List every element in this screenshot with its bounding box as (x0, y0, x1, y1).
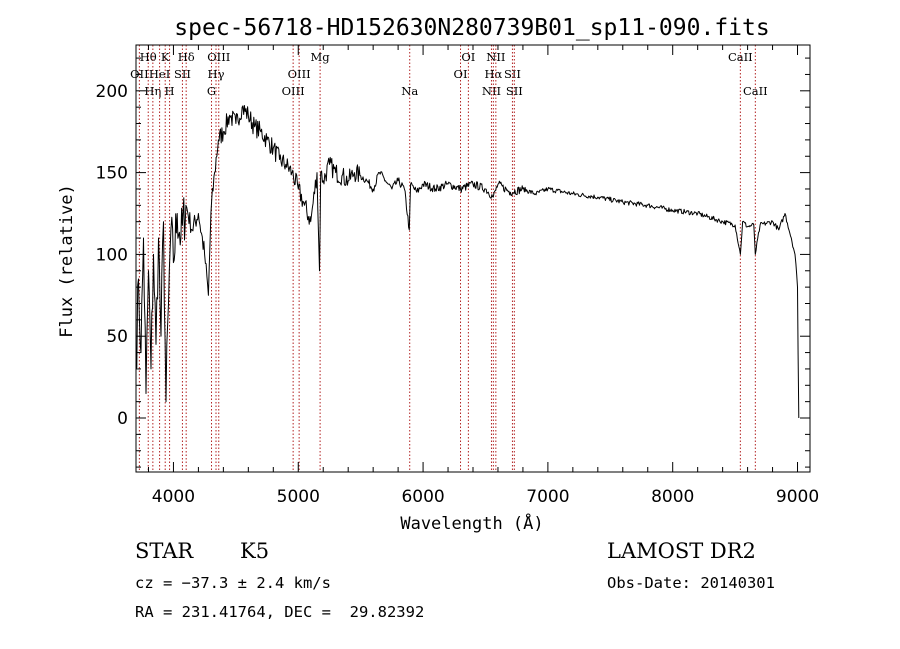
spectral-line-label: OIII (207, 50, 230, 64)
plot-frame (135, 44, 811, 473)
spectral-line-label: NII (486, 50, 505, 64)
spectral-line-label: Hδ (178, 50, 195, 64)
coordinates: RA = 231.41764, DEC = 29.82392 (135, 603, 425, 621)
y-tick-label: 0 (117, 409, 128, 429)
y-axis-title: Flux (relative) (57, 184, 77, 338)
survey-name: LAMOST DR2 (607, 539, 756, 563)
y-tick-label: 50 (106, 327, 128, 347)
spectral-line-label: SII (504, 67, 521, 81)
object-subclass: K5 (240, 539, 270, 563)
spectral-line-label: OIII (288, 67, 311, 81)
spectral-line-label: Mg (311, 50, 331, 64)
spectral-line-label: Hα (484, 67, 502, 81)
x-tick-label: 7000 (526, 487, 569, 507)
spectral-line-label: SII (174, 67, 191, 81)
x-axis-title: Wavelength (Å) (400, 512, 543, 534)
spectral-line-label: NII (482, 84, 501, 98)
spectral-line-label: H (165, 84, 175, 98)
x-tick-label: 5000 (277, 487, 320, 507)
spectral-line-label: Na (401, 84, 418, 98)
y-tick-label: 150 (96, 164, 128, 184)
spectral-line-label: Hη (144, 84, 161, 98)
spectral-line-label: K (161, 50, 170, 64)
x-tick-label: 4000 (152, 487, 195, 507)
observation-date: Obs-Date: 20140301 (607, 574, 775, 592)
chart-title: spec-56718-HD152630N280739B01_sp11-090.f… (174, 15, 769, 41)
spectral-line-label: Hθ (140, 50, 157, 64)
x-tick-label: 9000 (776, 487, 819, 507)
y-tick-label: 200 (96, 82, 128, 102)
plot-area: HθOIIHηHeIKHSIIHδGOIIIHγOIIIOIIIMgNaOIOI… (96, 44, 819, 507)
spectral-line-label: HeI (149, 67, 170, 81)
x-tick-label: 6000 (401, 487, 444, 507)
redshift-velocity: cz = −37.3 ± 2.4 km/s (135, 574, 331, 592)
spectral-line-label: CaII (743, 84, 768, 98)
spectral-line-label: CaII (728, 50, 753, 64)
spectral-line-label: G (207, 84, 216, 98)
spectral-line-label: OI (461, 50, 475, 64)
spectral-line-label: OIII (282, 84, 305, 98)
x-tick-label: 8000 (651, 487, 694, 507)
object-class: STAR (135, 539, 194, 563)
spectral-line-label: Hγ (208, 67, 225, 81)
spectrum-series-line (135, 105, 800, 419)
spectral-line-label: SII (506, 84, 523, 98)
spectral-line-label: OI (454, 67, 468, 81)
y-tick-label: 100 (96, 245, 128, 265)
